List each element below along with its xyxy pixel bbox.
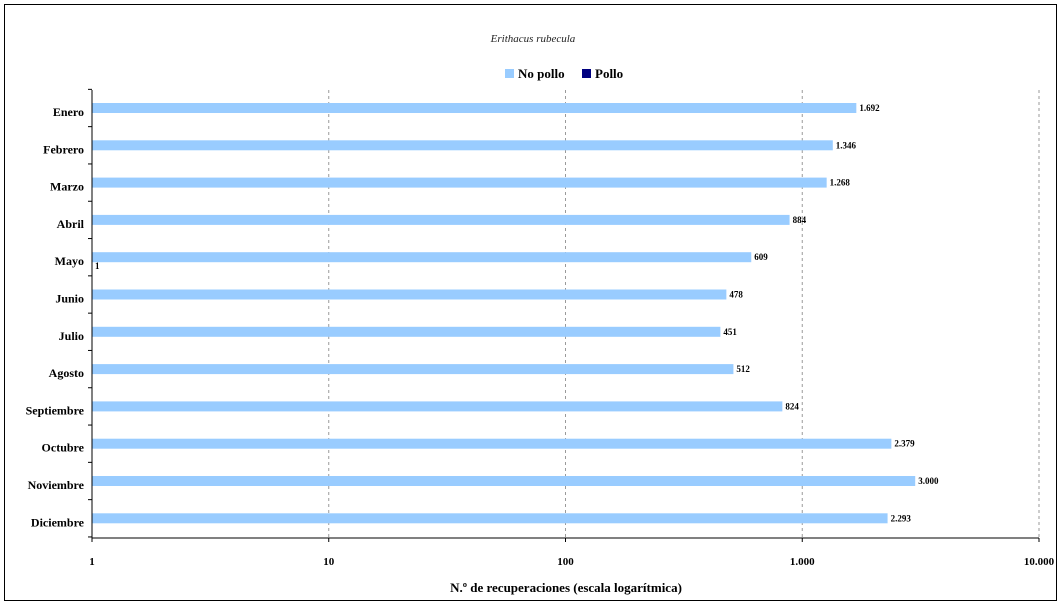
bar-no-pollo — [92, 364, 734, 375]
bar-no-pollo — [92, 476, 916, 486]
data-label-no-pollo: 1.346 — [836, 140, 857, 150]
category-label: Junio — [55, 292, 84, 306]
bar-no-pollo — [92, 326, 721, 337]
data-label-no-pollo: 451 — [723, 327, 737, 337]
bar-no-pollo — [92, 401, 783, 412]
bar-no-pollo — [92, 252, 752, 263]
bar-no-pollo — [92, 140, 833, 151]
category-label: Noviembre — [28, 478, 85, 492]
legend-swatch-no-pollo — [505, 69, 514, 78]
tick-labels: 1 10 100 1.000 10.000 — [89, 556, 1054, 568]
x-tick-label: 10 — [323, 556, 335, 568]
data-label-no-pollo: 609 — [754, 252, 768, 262]
x-axis-title: N.º de recuperaciones (escala logarítmic… — [450, 580, 682, 595]
category-label: Mayo — [55, 254, 84, 268]
data-label-no-pollo: 512 — [736, 364, 750, 374]
gridlines — [328, 90, 1040, 538]
data-labels: 1.692 1.346 1.268 884 609 1 478 451 512 824 2.379 3… — [95, 103, 939, 523]
category-labels: Enero Febrero Marzo Abril Mayo Junio Julio Agos… — [26, 105, 85, 529]
category-label: Septiembre — [26, 403, 85, 417]
axes — [88, 88, 1040, 542]
x-tick-label: 100 — [557, 556, 574, 568]
category-label: Marzo — [50, 180, 84, 194]
bar-no-pollo — [92, 214, 790, 225]
data-label-no-pollo: 824 — [785, 401, 799, 411]
category-label: Abril — [57, 217, 85, 231]
legend-label-pollo: Pollo — [595, 66, 623, 81]
legend-label-no-pollo: No pollo — [518, 66, 565, 81]
data-label-no-pollo: 2.293 — [891, 513, 912, 523]
data-label-no-pollo: 2.379 — [894, 439, 915, 449]
bar-no-pollo — [92, 513, 888, 524]
category-label: Febrero — [43, 142, 84, 156]
data-label-no-pollo: 478 — [729, 290, 743, 300]
legend-swatch-pollo — [582, 69, 591, 78]
data-label-no-pollo: 1.268 — [830, 178, 851, 188]
data-label-no-pollo: 884 — [793, 215, 807, 225]
legend: No pollo Pollo — [505, 66, 623, 81]
data-label-pollo: 1 — [95, 261, 100, 271]
category-label: Enero — [53, 105, 84, 119]
category-label: Agosto — [49, 366, 84, 380]
chart-title: Erithacus rubecula — [490, 33, 576, 45]
bars — [92, 103, 916, 524]
x-tick-label: 1.000 — [790, 556, 815, 568]
bar-no-pollo — [92, 438, 892, 449]
bar-no-pollo — [92, 289, 727, 300]
data-label-no-pollo: 3.000 — [918, 476, 939, 486]
category-label: Julio — [59, 329, 84, 343]
bar-no-pollo — [92, 103, 857, 113]
x-tick-label: 1 — [89, 556, 95, 568]
bar-no-pollo — [92, 177, 827, 188]
data-label-no-pollo: 1.692 — [859, 103, 880, 113]
category-label: Octubre — [42, 441, 85, 455]
x-tick-label: 10.000 — [1024, 556, 1055, 568]
category-label: Diciembre — [31, 515, 85, 529]
